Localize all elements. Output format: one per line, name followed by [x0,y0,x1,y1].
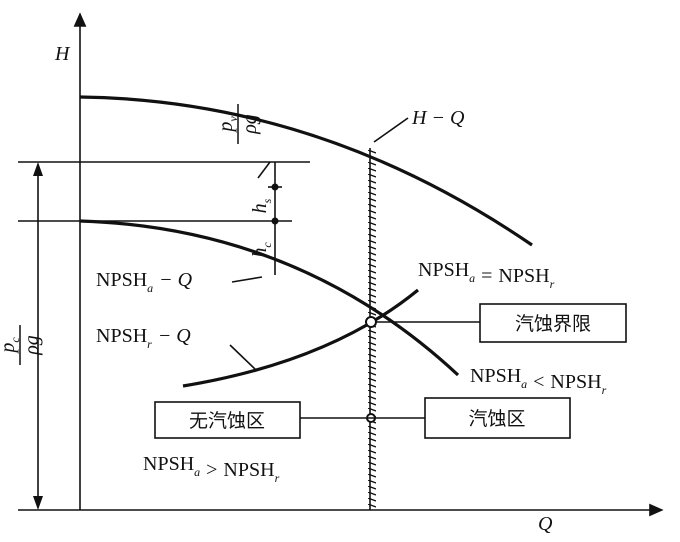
label-part: v [226,116,240,122]
intersection-point [365,316,377,328]
h-q-curve [79,95,533,247]
label-part: NPSH [498,265,549,287]
label-part: NPSH [223,459,274,481]
curve-label: NPSHa − Q [96,269,193,295]
label-part: < [533,371,544,393]
label-part: p [215,122,237,134]
leader-line [231,276,263,283]
dimension-label: hc [249,242,274,258]
label-part: c [8,337,22,343]
label-part: NPSH [96,325,147,347]
fraction-numerator: pv [215,116,240,134]
label-part: a [521,377,527,391]
label-part: c [260,242,274,248]
region-label: 无汽蚀区 [189,410,265,432]
leader-line [229,344,257,371]
dimension-label: hs [249,198,274,213]
region-box [424,397,571,439]
leader-line [373,117,409,143]
label-part: − Q [159,269,192,291]
label-part: NPSH [418,259,469,281]
y-axis-label: H [54,43,71,65]
dimension-dot [271,217,279,225]
boundary-hatch [368,148,376,510]
label-part: p [0,343,19,355]
region-label: 汽蚀区 [468,408,525,430]
fraction: pcρg [0,325,43,365]
label-part: r [147,337,152,351]
label-part: > [206,459,217,481]
x-axis-label: Q [538,513,553,535]
label-part: a [194,465,200,479]
region-box [154,401,301,439]
npsh-r-curve [182,288,420,388]
label-part: − Q [158,325,191,347]
label-part: NPSH [143,453,194,475]
condition-label: NPSHa = NPSHr [418,259,555,291]
label-part: r [550,277,555,291]
region-label: 汽蚀界限 [515,313,591,335]
npsh-a-curve [79,219,460,377]
dimension-leader [257,161,271,179]
label-part: = [481,265,492,287]
label-part: NPSH [470,365,521,387]
condition-label: NPSHa < NPSHr [470,365,607,397]
label-part: r [275,471,280,485]
label-part: s [260,198,274,203]
label-part: a [147,281,153,295]
label-part: NPSH [96,269,147,291]
label-part: a [469,271,475,285]
fraction-numerator: pc [0,337,22,355]
curve-label: NPSHr − Q [96,325,191,351]
fraction: pv ρg [215,104,261,144]
label-part: r [602,383,607,397]
curve-label: H − Q [411,107,465,129]
label-part: NPSH [550,371,601,393]
fraction-denominator: ρg [239,114,261,135]
label-part: h [249,248,271,258]
label-part: h [249,203,271,213]
fraction-denominator: ρg [21,335,43,356]
condition-label: NPSHa > NPSHr [143,453,280,485]
region-box [479,303,627,343]
